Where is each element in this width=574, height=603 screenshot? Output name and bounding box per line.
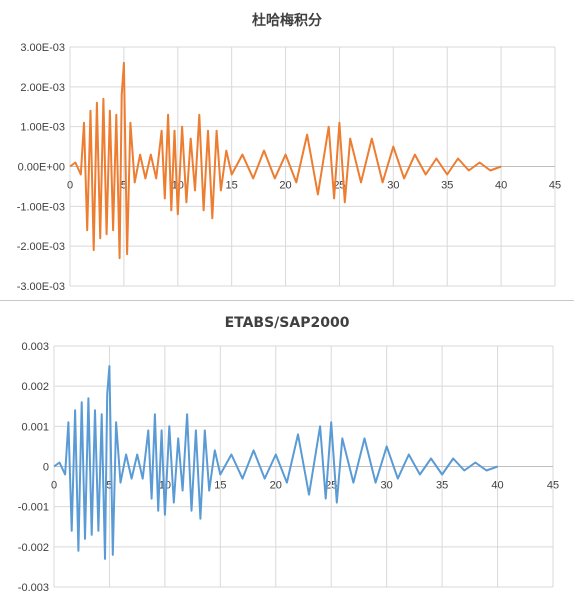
y-tick-label: 0.003 bbox=[21, 341, 49, 353]
y-tick-labels: 0.003 0.002 0.001 0 -0.001 -0.002 -0.003 bbox=[18, 341, 49, 594]
x-tick-label: 30 bbox=[387, 180, 399, 192]
y-tick-label: 2.00E-03 bbox=[20, 82, 65, 94]
series-group bbox=[69, 61, 502, 260]
x-tick-label: 15 bbox=[226, 180, 238, 192]
x-tick-label: 5 bbox=[106, 480, 112, 492]
chart-panel-etabs: ETABS/SAP2000 0.003 0.002 0.001 0 -0.001 -0.0… bbox=[0, 300, 574, 603]
x-tick-label: 0 bbox=[67, 180, 73, 192]
duhamel-chart: 杜哈梅积分 3.00E-03 2.00E-03 1.00E-03 0.00E+00 -1… bbox=[17, 12, 561, 293]
x-tick-label: 45 bbox=[549, 180, 561, 192]
x-tick-label: 0 bbox=[51, 480, 57, 492]
series-line bbox=[53, 365, 498, 560]
x-tick-label: 35 bbox=[441, 180, 453, 192]
y-tick-label: -1.00E-03 bbox=[17, 201, 65, 213]
x-tick-label: 20 bbox=[270, 480, 282, 492]
y-tick-label: -2.00E-03 bbox=[17, 241, 65, 253]
y-tick-label: 0.002 bbox=[21, 381, 49, 393]
x-tick-label: 10 bbox=[172, 180, 184, 192]
etabs-chart: ETABS/SAP2000 0.0030.0020.0010-0.001-0.0… bbox=[18, 315, 559, 594]
x-tick-label: 20 bbox=[279, 180, 291, 192]
y-tick-label: 1.00E-03 bbox=[20, 122, 65, 134]
y-tick-label: 0.00E+00 bbox=[18, 162, 65, 174]
x-tick-label: 15 bbox=[214, 480, 226, 492]
y-tick-labels: 3.00E-03 2.00E-03 1.00E-03 0.00E+00 -1.00E-0… bbox=[17, 42, 65, 293]
y-tick-label: -0.001 bbox=[18, 502, 49, 514]
y-tick-label: 0 bbox=[43, 462, 49, 474]
series-group bbox=[53, 365, 498, 560]
y-tick-label: -0.003 bbox=[18, 582, 49, 594]
y-tick-label: 0.001 bbox=[21, 421, 49, 433]
x-tick-labels: 0 5 10 15 20 25 30 35 40 45 bbox=[67, 180, 561, 192]
chart-panel-duhamel: 杜哈梅积分 3.00E-03 2.00E-03 1.00E-03 0.00E+00 -1… bbox=[0, 0, 574, 300]
series-line bbox=[69, 61, 502, 260]
y-tick-label: -0.002 bbox=[18, 542, 49, 554]
x-tick-label: 5 bbox=[121, 180, 127, 192]
x-tick-label: 45 bbox=[547, 480, 559, 492]
x-tick-label: 30 bbox=[381, 480, 393, 492]
chart-title: 杜哈梅积分 bbox=[252, 12, 322, 29]
x-tick-labels: 0 5 10 15 20 25 30 35 40 45 bbox=[51, 480, 559, 492]
x-tick-label: 40 bbox=[495, 180, 507, 192]
x-tick-label: 35 bbox=[436, 480, 448, 492]
x-tick-label: 25 bbox=[325, 480, 337, 492]
x-tick-label: 10 bbox=[159, 480, 171, 492]
y-tick-label: 3.00E-03 bbox=[20, 42, 65, 54]
y-tick-label: -3.00E-03 bbox=[17, 281, 65, 293]
chart-title: ETABS/SAP2000 bbox=[225, 315, 350, 331]
x-tick-label: 40 bbox=[491, 480, 503, 492]
